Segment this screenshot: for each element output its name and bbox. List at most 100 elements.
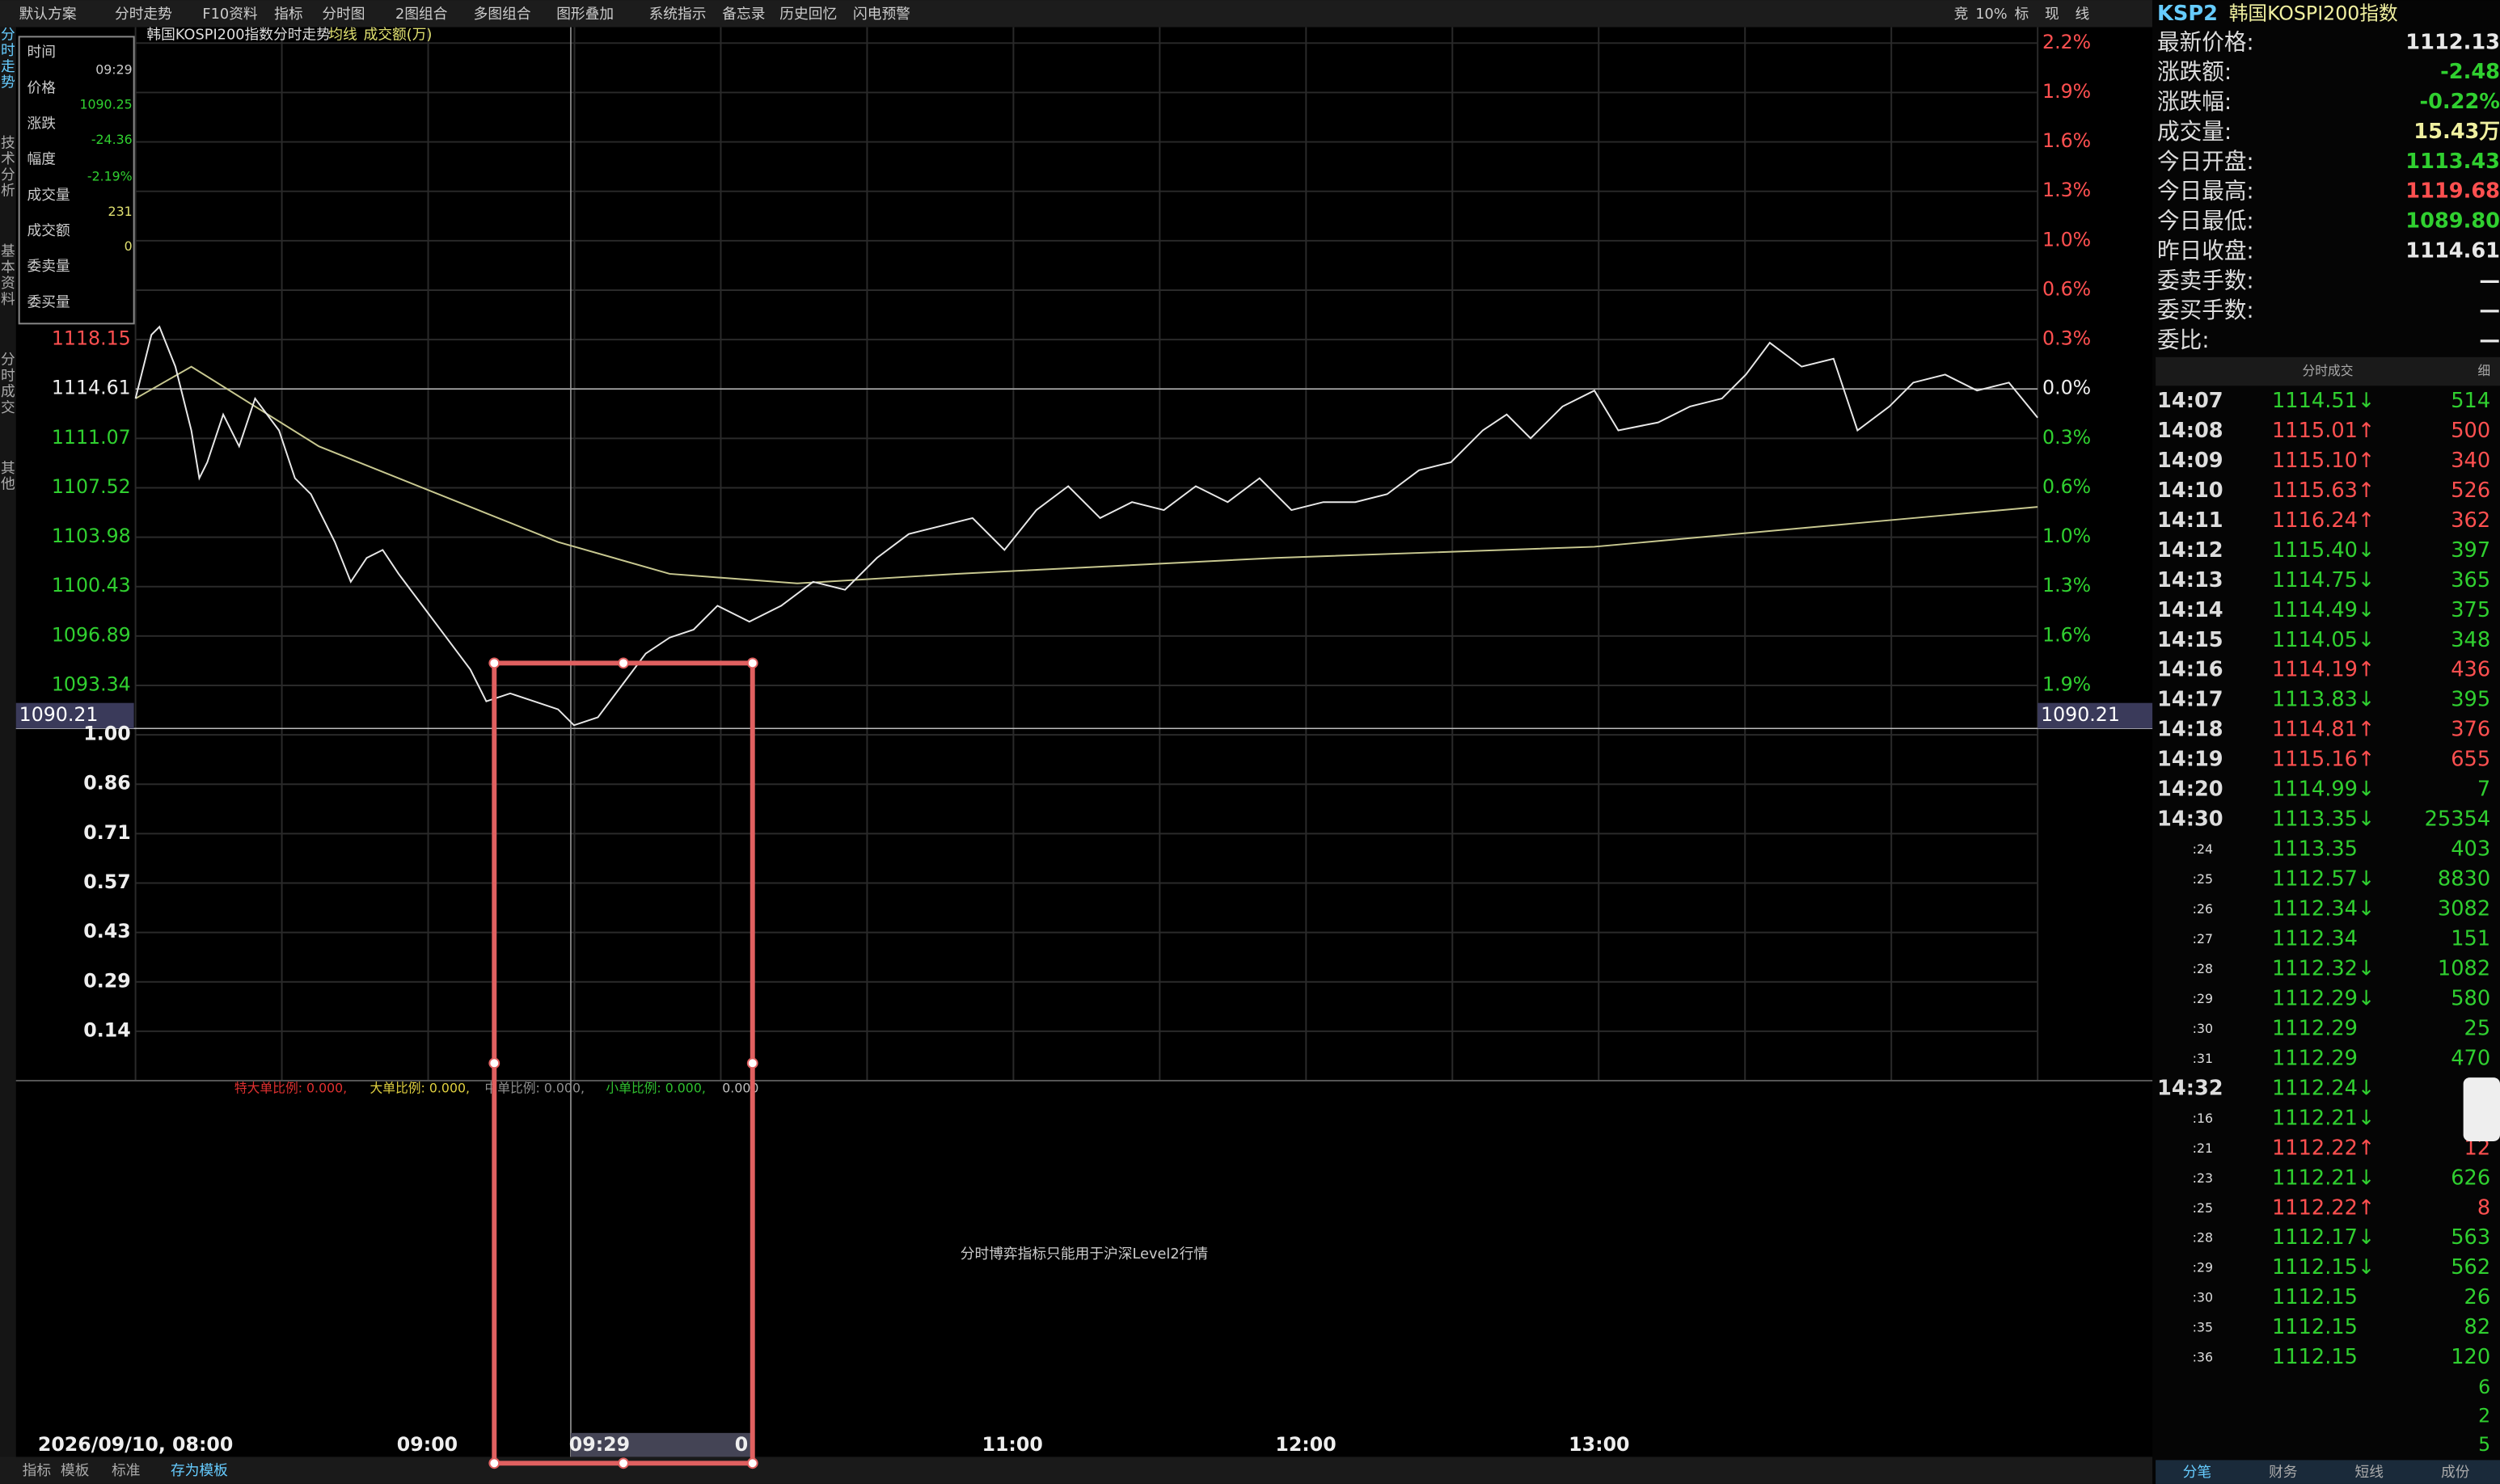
price-label: 1093.34 [52, 672, 131, 695]
toolbar-item[interactable]: 闪电预警 [853, 6, 910, 23]
tick-time: :28 [2193, 961, 2213, 976]
pct-label: 0.3% [2042, 426, 2091, 449]
quote-value: — [2479, 298, 2500, 323]
pct-label: 1.3% [2042, 179, 2091, 201]
tick-time: :23 [2193, 1170, 2213, 1186]
quote-code: KSP2 [2157, 2, 2218, 26]
tick-price: 1112.15 [2272, 1345, 2358, 1369]
tick-volume: 340 [2451, 449, 2490, 473]
pct-highlight: 1090.21 [2041, 703, 2120, 726]
toolbar-item[interactable]: 默认方案 [19, 6, 77, 23]
right-tab[interactable]: 短线 [2355, 1464, 2384, 1481]
tick-time: 14:18 [2157, 718, 2223, 742]
tick-volume: 562 [2451, 1255, 2490, 1280]
quote-value: — [2479, 268, 2500, 293]
toolbar-item[interactable]: 分时图 [322, 6, 365, 23]
tick-time: :24 [2193, 841, 2213, 857]
toolbar-item[interactable]: F10资料 [202, 6, 258, 23]
tick-time: :30 [2193, 1290, 2213, 1305]
info-value: -24.36 [91, 132, 133, 147]
tick-volume: 365 [2451, 568, 2490, 592]
tick-volume: 7 [2477, 778, 2490, 802]
quote-label: 最新价格: [2157, 28, 2254, 55]
side-tab[interactable]: 其他 [1, 460, 15, 493]
toolbar-item[interactable]: 历史回忆 [779, 6, 837, 23]
side-tab-char: 料 [1, 291, 15, 308]
price-line [134, 325, 2038, 727]
tick-price: 1112.15↓ [2272, 1255, 2375, 1280]
toolbar-right-item[interactable]: 现 [2045, 6, 2059, 23]
info-value: 231 [108, 204, 133, 219]
toolbar-right-item[interactable]: 10% [1975, 6, 2007, 23]
tick-time: 14:10 [2157, 479, 2223, 503]
tick-volume: 375 [2451, 598, 2490, 622]
tick-time: 14:16 [2157, 658, 2223, 682]
side-tab-char: 交 [1, 399, 15, 416]
toolbar-right-item[interactable]: 线 [2075, 6, 2089, 23]
mascot-icon[interactable] [2463, 1077, 2500, 1141]
volume-label: 0.57 [83, 871, 130, 893]
right-tab[interactable]: 财务 [2269, 1464, 2298, 1481]
tick-price: 1113.35 [2272, 837, 2358, 862]
quote-label: 委买手数: [2157, 297, 2254, 323]
pct-label: 1.3% [2042, 574, 2091, 597]
bottom-tab[interactable]: 存为模板 [171, 1462, 228, 1479]
bottom-tab[interactable]: 模板 [61, 1462, 90, 1479]
tick-price: 1112.57↓ [2272, 867, 2375, 892]
tick-time: :36 [2193, 1350, 2213, 1365]
side-tab[interactable]: 基本资料 [1, 243, 15, 308]
pct-label: 2.2% [2042, 31, 2091, 53]
price-label: 1118.15 [52, 327, 131, 350]
time-label: 11:00 [982, 1433, 1043, 1456]
tick-time: :21 [2193, 1140, 2213, 1156]
ticks-detail: 细 [2477, 363, 2490, 378]
tick-time: 14:08 [2157, 419, 2223, 443]
quote-value: 1114.61 [2405, 238, 2500, 263]
tick-price: 1112.22↑ [2272, 1195, 2375, 1220]
side-tab-char: 时 [1, 42, 15, 59]
tick-time: 14:12 [2157, 538, 2223, 563]
time-label: 12:00 [1275, 1433, 1336, 1456]
tick-time: :25 [2193, 871, 2213, 887]
ticks-header [2156, 356, 2500, 386]
side-tab-char: 技 [1, 135, 15, 152]
toolbar-item[interactable]: 图形叠加 [556, 6, 614, 23]
handle [618, 1457, 629, 1469]
tick-time: :26 [2193, 901, 2213, 917]
handle [618, 657, 629, 669]
side-tab[interactable]: 技术分析 [1, 135, 15, 200]
time-label: 0 [735, 1433, 748, 1456]
handle [746, 657, 758, 669]
side-tab[interactable]: 分时成交 [1, 352, 15, 416]
toolbar-item[interactable]: 分时走势 [115, 6, 172, 23]
tick-time: 14:07 [2157, 389, 2223, 413]
tick-price: 1115.63↑ [2272, 479, 2375, 503]
tick-price: 1115.01↑ [2272, 419, 2375, 443]
tick-volume: 2 [2478, 1405, 2490, 1427]
toolbar-right-item[interactable]: 标 [2015, 6, 2029, 23]
toolbar-item[interactable]: 指标 [274, 6, 302, 23]
side-tab[interactable]: 分时走势 [1, 26, 15, 91]
tick-time: 14:15 [2157, 628, 2223, 652]
tick-price: 1112.21↓ [2272, 1166, 2375, 1190]
side-tab-char: 势 [1, 74, 15, 91]
tick-volume: 82 [2464, 1315, 2491, 1339]
bottom-tab[interactable]: 标准 [112, 1462, 140, 1479]
tick-time: 14:19 [2157, 748, 2223, 772]
tick-volume: 25354 [2425, 807, 2491, 832]
side-tab-char: 成 [1, 383, 15, 400]
info-value: 0 [125, 238, 133, 254]
toolbar-item[interactable]: 系统指示 [649, 6, 707, 23]
info-label: 幅度 [27, 151, 57, 168]
price-label: 1107.52 [52, 475, 131, 498]
toolbar-item[interactable]: 2图组合 [395, 6, 448, 23]
quote-value: -0.22% [2419, 90, 2500, 114]
toolbar-right-item[interactable]: 竞 [1954, 6, 1969, 23]
right-tab[interactable]: 分笔 [2183, 1464, 2211, 1481]
right-tab[interactable]: 成份 [2441, 1464, 2470, 1481]
toolbar-item[interactable]: 多图组合 [474, 6, 531, 23]
tick-price: 1114.75↓ [2272, 568, 2375, 592]
tick-time: :31 [2193, 1051, 2213, 1066]
bottom-tab[interactable]: 指标 [23, 1462, 51, 1479]
toolbar-item[interactable]: 备忘录 [722, 6, 765, 23]
